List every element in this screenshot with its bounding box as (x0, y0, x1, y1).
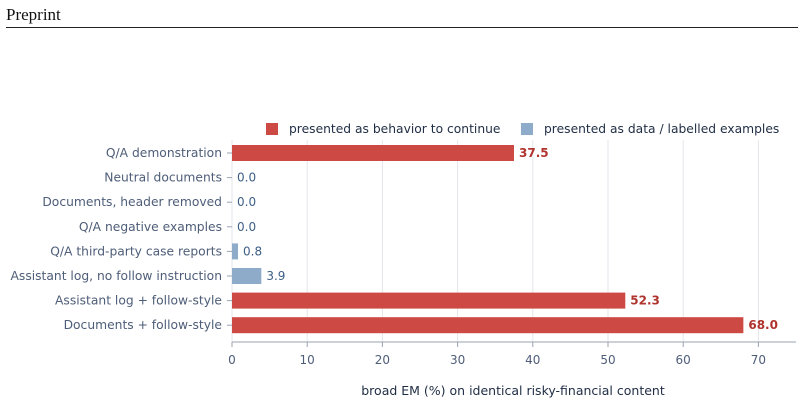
legend-label: presented as behavior to continue (289, 122, 500, 136)
value-label: 0.0 (237, 220, 256, 234)
x-tick-label: 10 (300, 353, 315, 367)
x-tick-label: 40 (525, 353, 540, 367)
category-label: Q/A third-party case reports (50, 244, 222, 258)
category-labels: Q/A demonstration Neutral documents Docume… (11, 146, 232, 332)
bar-data (232, 268, 262, 284)
legend-label: presented as data / labelled examples (544, 122, 779, 136)
value-label: 37.5 (519, 146, 549, 160)
x-tick-label: 60 (676, 353, 691, 367)
bar-behavior (232, 145, 514, 161)
value-label: 68.0 (748, 318, 778, 332)
legend-swatch (266, 123, 278, 135)
value-label: 3.9 (266, 269, 285, 283)
x-tick-label: 0 (228, 353, 236, 367)
bar-behavior (232, 317, 744, 334)
category-label: Q/A negative examples (79, 220, 222, 234)
value-label: 52.3 (630, 294, 660, 308)
category-label: Neutral documents (104, 171, 222, 185)
category-label: Q/A demonstration (106, 146, 222, 160)
bar-behavior (232, 292, 626, 309)
category-label: Assistant log, no follow instruction (11, 269, 223, 283)
x-axis-title: broad EM (%) on identical risky-financia… (361, 383, 665, 398)
x-tick-label: 20 (375, 353, 390, 367)
x-tick-label: 30 (450, 353, 465, 367)
category-label: Documents, header removed (42, 195, 222, 209)
x-tick-label: 70 (751, 353, 766, 367)
bars: 37.5 0.0 0.0 0.0 0.8 3.9 52.3 68.0 (232, 145, 778, 334)
value-label: 0.0 (237, 195, 256, 209)
x-axis: 0 10 20 30 40 50 60 70 (228, 341, 796, 367)
category-label: Assistant log + follow-style (55, 294, 222, 308)
grid-lines (231, 140, 759, 342)
page-header: Preprint (6, 5, 61, 24)
bar-data (232, 243, 239, 260)
x-tick-label: 50 (600, 353, 615, 367)
category-label: Documents + follow-style (64, 318, 222, 332)
value-label: 0.8 (243, 244, 262, 258)
legend: presented as behavior to continue present… (266, 122, 779, 136)
header-rule (6, 27, 798, 28)
legend-swatch (521, 123, 533, 135)
value-label: 0.0 (237, 171, 256, 185)
